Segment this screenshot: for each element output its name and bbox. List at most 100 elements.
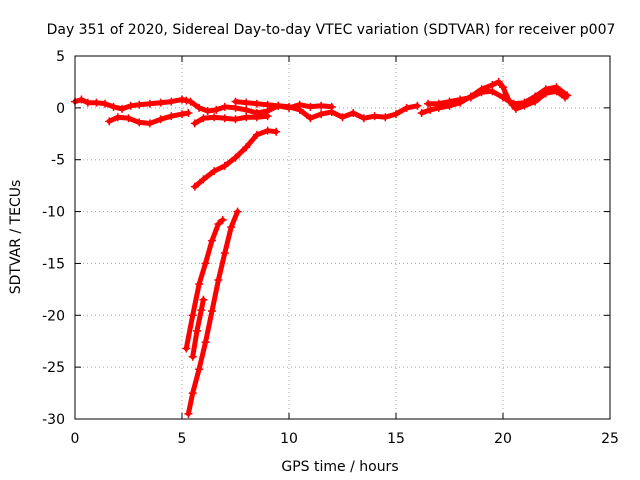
data-point: [306, 114, 315, 123]
data-point: [499, 83, 507, 92]
data-point: [207, 236, 216, 245]
data-point: [563, 91, 572, 100]
data-layer: [71, 77, 572, 418]
data-point: [349, 109, 358, 118]
data-point: [413, 101, 422, 110]
x-tick-label: 10: [280, 431, 298, 447]
data-point: [118, 104, 127, 113]
data-point: [199, 295, 208, 304]
tick-layer: 0 5 10 15 20 25 5 0 -5 -10 -15 -20 -25 -30: [42, 49, 619, 447]
data-point: [227, 223, 236, 232]
series-line: [233, 99, 335, 111]
data-point: [295, 100, 304, 109]
data-point: [212, 105, 221, 114]
data-point: [167, 97, 176, 106]
data-point: [199, 114, 208, 123]
data-point: [456, 95, 465, 104]
data-point: [233, 207, 242, 216]
data-point: [327, 102, 336, 111]
data-point: [392, 110, 400, 119]
data-point: [156, 98, 165, 107]
series-line: [106, 110, 191, 126]
x-axis-label: GPS time / hours: [281, 459, 398, 475]
series-track-k: [188, 295, 208, 361]
data-point: [188, 311, 197, 320]
data-point: [210, 113, 219, 122]
grid-layer: [75, 56, 610, 419]
data-point: [494, 77, 503, 86]
data-point: [252, 130, 261, 139]
data-point: [210, 167, 219, 176]
data-point: [272, 127, 281, 136]
data-point: [195, 280, 204, 289]
data-point: [124, 114, 133, 123]
series-track-f: [417, 77, 570, 118]
y-tick-label: -5: [51, 153, 65, 169]
series-track-b: [105, 109, 193, 128]
data-point: [552, 83, 561, 92]
data-point: [488, 87, 497, 96]
x-tick-label: 20: [494, 431, 512, 447]
data-point: [242, 105, 251, 114]
data-point: [201, 259, 210, 268]
y-tick-label: -30: [42, 412, 65, 428]
series-track-g: [424, 83, 572, 108]
data-point: [195, 365, 204, 374]
data-point: [338, 113, 347, 122]
data-point: [156, 115, 165, 124]
data-point: [105, 117, 114, 126]
data-point: [218, 215, 227, 224]
data-point: [220, 114, 229, 123]
data-point: [190, 182, 199, 191]
data-point: [220, 249, 229, 258]
data-point: [135, 118, 144, 127]
y-tick-label: -25: [42, 360, 65, 376]
data-point: [214, 276, 223, 285]
y-tick-label: 5: [56, 49, 65, 65]
data-point: [186, 97, 195, 106]
data-point: [541, 85, 550, 94]
data-point: [167, 112, 176, 121]
data-point: [220, 102, 229, 111]
data-point: [135, 100, 144, 109]
data-point: [192, 326, 201, 335]
data-point: [426, 105, 435, 114]
data-point: [499, 93, 507, 102]
data-point: [190, 119, 199, 128]
series-line: [190, 297, 206, 360]
x-tick-label: 25: [601, 431, 619, 447]
data-point: [520, 98, 529, 107]
data-point: [178, 95, 186, 104]
data-point: [188, 389, 197, 398]
series-track-d: [231, 97, 336, 112]
data-point: [201, 338, 210, 347]
data-point: [263, 112, 272, 121]
x-tick-label: 5: [178, 431, 187, 447]
data-point: [197, 306, 206, 315]
series-track-i: [182, 215, 227, 353]
data-point: [417, 109, 426, 118]
data-point: [252, 99, 261, 108]
data-point: [231, 153, 240, 162]
data-point: [509, 99, 518, 108]
data-point: [242, 98, 251, 107]
data-point: [203, 106, 212, 115]
data-point: [252, 113, 261, 122]
data-point: [77, 95, 86, 104]
data-point: [511, 104, 520, 113]
data-point: [184, 409, 193, 418]
data-point: [263, 100, 272, 109]
series-track-h: [190, 126, 281, 191]
data-point: [109, 102, 118, 111]
y-tick-label: 0: [56, 101, 65, 117]
data-point: [231, 115, 240, 124]
data-point: [92, 98, 101, 107]
data-point: [402, 103, 411, 112]
data-point: [274, 101, 283, 110]
data-point: [306, 102, 315, 111]
data-point: [370, 112, 379, 121]
data-point: [184, 109, 193, 118]
data-point: [83, 98, 92, 107]
data-point: [195, 103, 204, 112]
